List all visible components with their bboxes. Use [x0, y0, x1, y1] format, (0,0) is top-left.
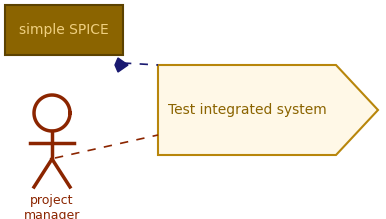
Polygon shape: [158, 65, 378, 155]
Text: Test integrated system: Test integrated system: [168, 103, 327, 117]
FancyBboxPatch shape: [5, 5, 123, 55]
Text: project
manager: project manager: [24, 194, 80, 219]
Text: simple SPICE: simple SPICE: [19, 23, 109, 37]
Polygon shape: [115, 58, 128, 72]
